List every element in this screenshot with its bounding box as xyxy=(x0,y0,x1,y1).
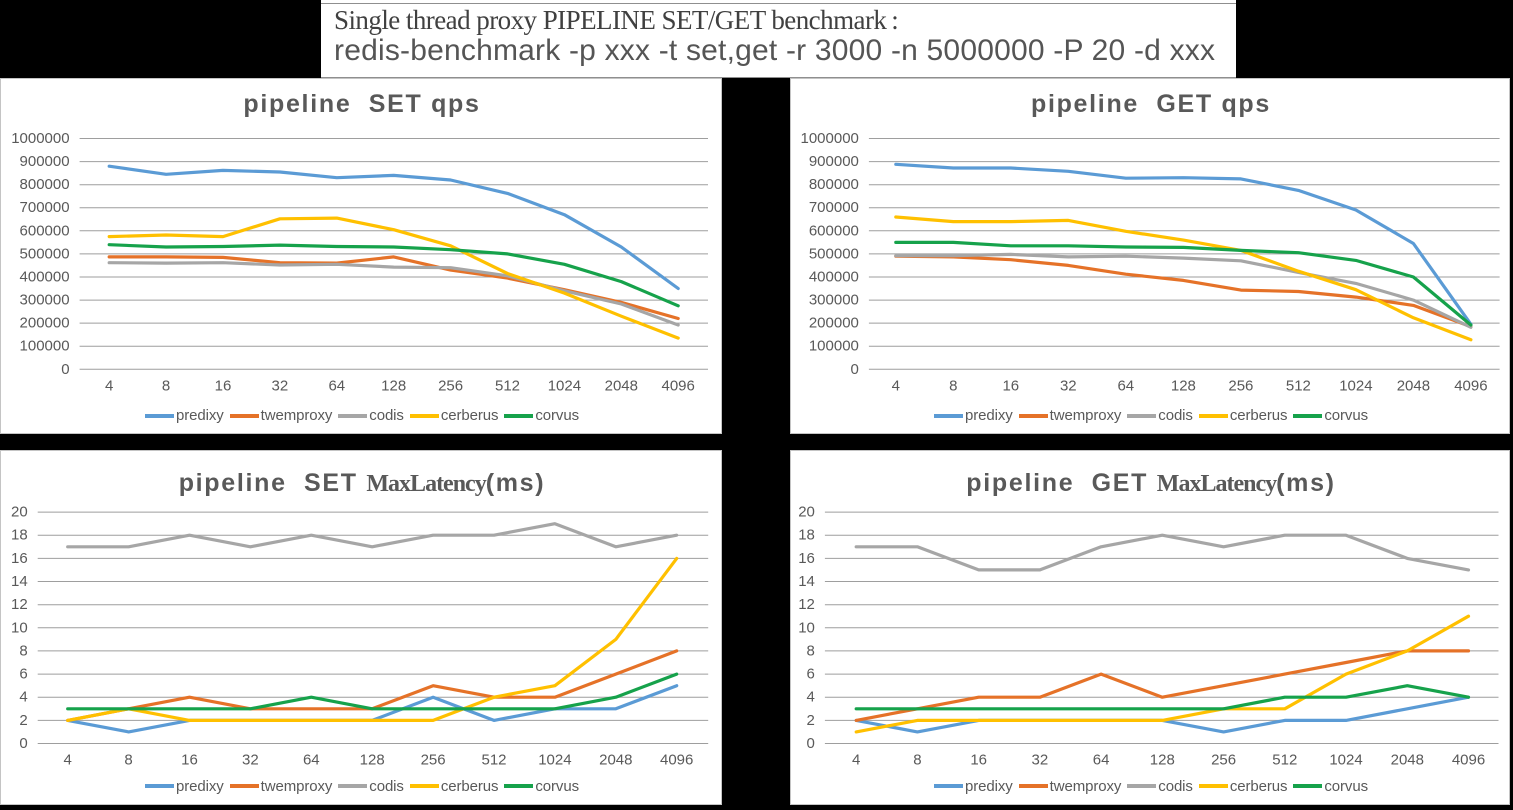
svg-text:600000: 600000 xyxy=(809,222,859,239)
svg-text:32: 32 xyxy=(1032,751,1049,768)
svg-text:800000: 800000 xyxy=(809,176,859,193)
svg-text:200000: 200000 xyxy=(20,315,70,332)
svg-text:2048: 2048 xyxy=(605,378,638,395)
svg-text:1000000: 1000000 xyxy=(800,130,858,147)
svg-text:256: 256 xyxy=(438,378,463,395)
svg-text:64: 64 xyxy=(1117,378,1134,395)
svg-text:400000: 400000 xyxy=(20,269,70,286)
svg-text:900000: 900000 xyxy=(809,153,859,170)
svg-text:12: 12 xyxy=(798,596,815,613)
svg-text:700000: 700000 xyxy=(20,199,70,216)
svg-text:2: 2 xyxy=(807,712,815,729)
svg-text:32: 32 xyxy=(1060,378,1077,395)
svg-text:8: 8 xyxy=(949,378,957,395)
svg-text:256: 256 xyxy=(1228,378,1253,395)
svg-text:4: 4 xyxy=(105,378,113,395)
svg-text:512: 512 xyxy=(1272,751,1297,768)
svg-text:600000: 600000 xyxy=(20,222,70,239)
svg-text:8: 8 xyxy=(162,378,170,395)
svg-text:18: 18 xyxy=(11,527,28,544)
svg-text:6: 6 xyxy=(807,666,815,683)
svg-text:128: 128 xyxy=(360,751,385,768)
svg-text:10: 10 xyxy=(11,619,28,636)
svg-text:1024: 1024 xyxy=(1329,751,1362,768)
svg-text:1000000: 1000000 xyxy=(11,130,69,147)
svg-text:1024: 1024 xyxy=(538,751,571,768)
svg-text:64: 64 xyxy=(1093,751,1110,768)
svg-text:16: 16 xyxy=(970,751,987,768)
svg-text:900000: 900000 xyxy=(20,153,70,170)
svg-text:1024: 1024 xyxy=(548,378,581,395)
svg-text:256: 256 xyxy=(421,751,446,768)
svg-text:4: 4 xyxy=(19,689,27,706)
svg-text:4096: 4096 xyxy=(1454,378,1487,395)
svg-text:128: 128 xyxy=(1171,378,1196,395)
svg-text:4: 4 xyxy=(64,751,72,768)
svg-text:512: 512 xyxy=(481,751,506,768)
svg-text:128: 128 xyxy=(1150,751,1175,768)
svg-text:10: 10 xyxy=(798,619,815,636)
svg-text:4096: 4096 xyxy=(1452,751,1485,768)
svg-text:100000: 100000 xyxy=(809,338,859,355)
svg-text:64: 64 xyxy=(328,378,345,395)
svg-text:8: 8 xyxy=(19,642,27,659)
svg-text:16: 16 xyxy=(181,751,198,768)
svg-text:16: 16 xyxy=(215,378,232,395)
svg-text:20: 20 xyxy=(11,504,28,521)
svg-text:16: 16 xyxy=(11,550,28,567)
svg-text:64: 64 xyxy=(303,751,320,768)
svg-text:400000: 400000 xyxy=(809,269,859,286)
svg-text:32: 32 xyxy=(242,751,259,768)
svg-text:14: 14 xyxy=(11,573,28,590)
svg-text:4: 4 xyxy=(852,751,860,768)
svg-text:2048: 2048 xyxy=(1391,751,1424,768)
svg-text:14: 14 xyxy=(798,573,815,590)
svg-text:4096: 4096 xyxy=(662,378,695,395)
svg-text:500000: 500000 xyxy=(20,245,70,262)
svg-text:200000: 200000 xyxy=(809,315,859,332)
svg-text:0: 0 xyxy=(19,735,27,752)
svg-text:8: 8 xyxy=(913,751,921,768)
svg-text:256: 256 xyxy=(1211,751,1236,768)
svg-text:100000: 100000 xyxy=(20,338,70,355)
svg-text:2048: 2048 xyxy=(1397,378,1430,395)
svg-text:128: 128 xyxy=(381,378,406,395)
svg-text:700000: 700000 xyxy=(809,199,859,216)
svg-text:32: 32 xyxy=(272,378,289,395)
svg-text:300000: 300000 xyxy=(809,292,859,309)
svg-text:6: 6 xyxy=(19,666,27,683)
svg-text:12: 12 xyxy=(11,596,28,613)
svg-text:8: 8 xyxy=(807,642,815,659)
svg-text:0: 0 xyxy=(851,361,859,378)
svg-text:18: 18 xyxy=(798,527,815,544)
svg-text:16: 16 xyxy=(1002,378,1019,395)
svg-text:1024: 1024 xyxy=(1339,378,1372,395)
svg-text:512: 512 xyxy=(1286,378,1311,395)
svg-text:16: 16 xyxy=(798,550,815,567)
svg-text:4096: 4096 xyxy=(660,751,693,768)
svg-text:2048: 2048 xyxy=(599,751,632,768)
svg-text:512: 512 xyxy=(495,378,520,395)
svg-text:300000: 300000 xyxy=(20,292,70,309)
svg-text:4: 4 xyxy=(892,378,900,395)
svg-text:2: 2 xyxy=(19,712,27,729)
svg-text:500000: 500000 xyxy=(809,245,859,262)
svg-text:8: 8 xyxy=(124,751,132,768)
svg-text:0: 0 xyxy=(61,361,69,378)
svg-text:20: 20 xyxy=(798,504,815,521)
svg-text:4: 4 xyxy=(807,689,815,706)
svg-text:800000: 800000 xyxy=(20,176,70,193)
svg-text:0: 0 xyxy=(807,735,815,752)
